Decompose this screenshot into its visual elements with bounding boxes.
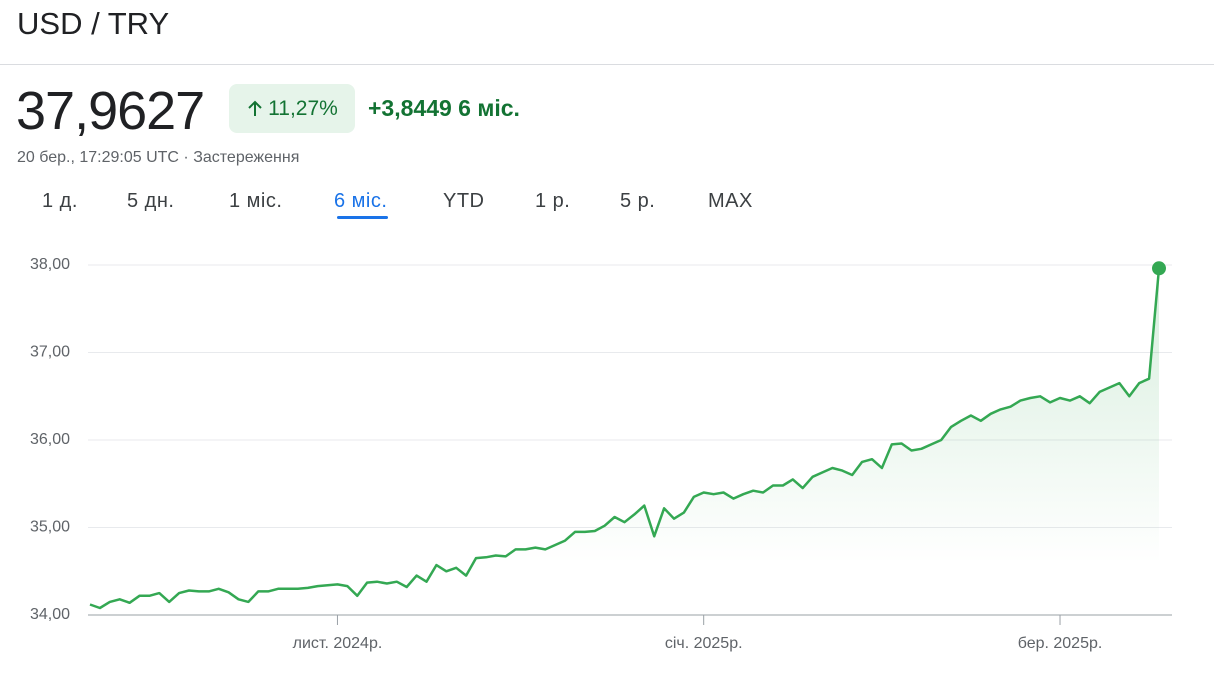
arrow-up-icon [248,100,262,116]
range-tab[interactable]: MAX [708,190,753,212]
y-tick-label: 38,00 [30,256,70,273]
y-tick-label: 34,00 [30,606,70,623]
x-tick-label: бер. 2025р. [1018,635,1103,652]
x-tick-label: січ. 2025р. [665,635,743,652]
timestamp: 20 бер., 17:29:05 UTC [17,149,179,166]
change-period: 6 міс. [458,95,520,121]
range-tab[interactable]: 1 міс. [229,190,283,212]
disclaimer-link[interactable]: Застереження [193,149,300,166]
separator: · [183,149,189,166]
y-tick-label: 37,00 [30,344,70,361]
x-tick-label: лист. 2024р. [293,635,383,652]
range-tab[interactable]: 5 дн. [127,190,175,212]
change-abs: +3,8449 [368,95,452,121]
area [90,268,1159,615]
divider [0,64,1214,65]
active-tab-underline [337,216,388,219]
change-percent: 11,27% [268,96,338,120]
range-tab[interactable]: 1 р. [535,190,571,212]
page-title: USD / TRY [17,6,170,41]
range-tab[interactable]: YTD [443,190,485,212]
range-tab[interactable]: 1 д. [42,190,78,212]
line [89,268,1161,610]
y-tick-label: 36,00 [30,431,70,448]
change-badge: 11,27% [229,84,355,133]
y-tick-label: 35,00 [30,519,70,536]
range-tab[interactable]: 5 р. [620,190,656,212]
last-point [1152,261,1166,276]
timestamp-row: 20 бер., 17:29:05 UTC · Застереження [17,149,299,167]
price: 37,9627 [16,81,205,141]
change: +3,8449 6 міс. [368,95,520,122]
range-tab[interactable]: 6 міс. [334,190,388,212]
